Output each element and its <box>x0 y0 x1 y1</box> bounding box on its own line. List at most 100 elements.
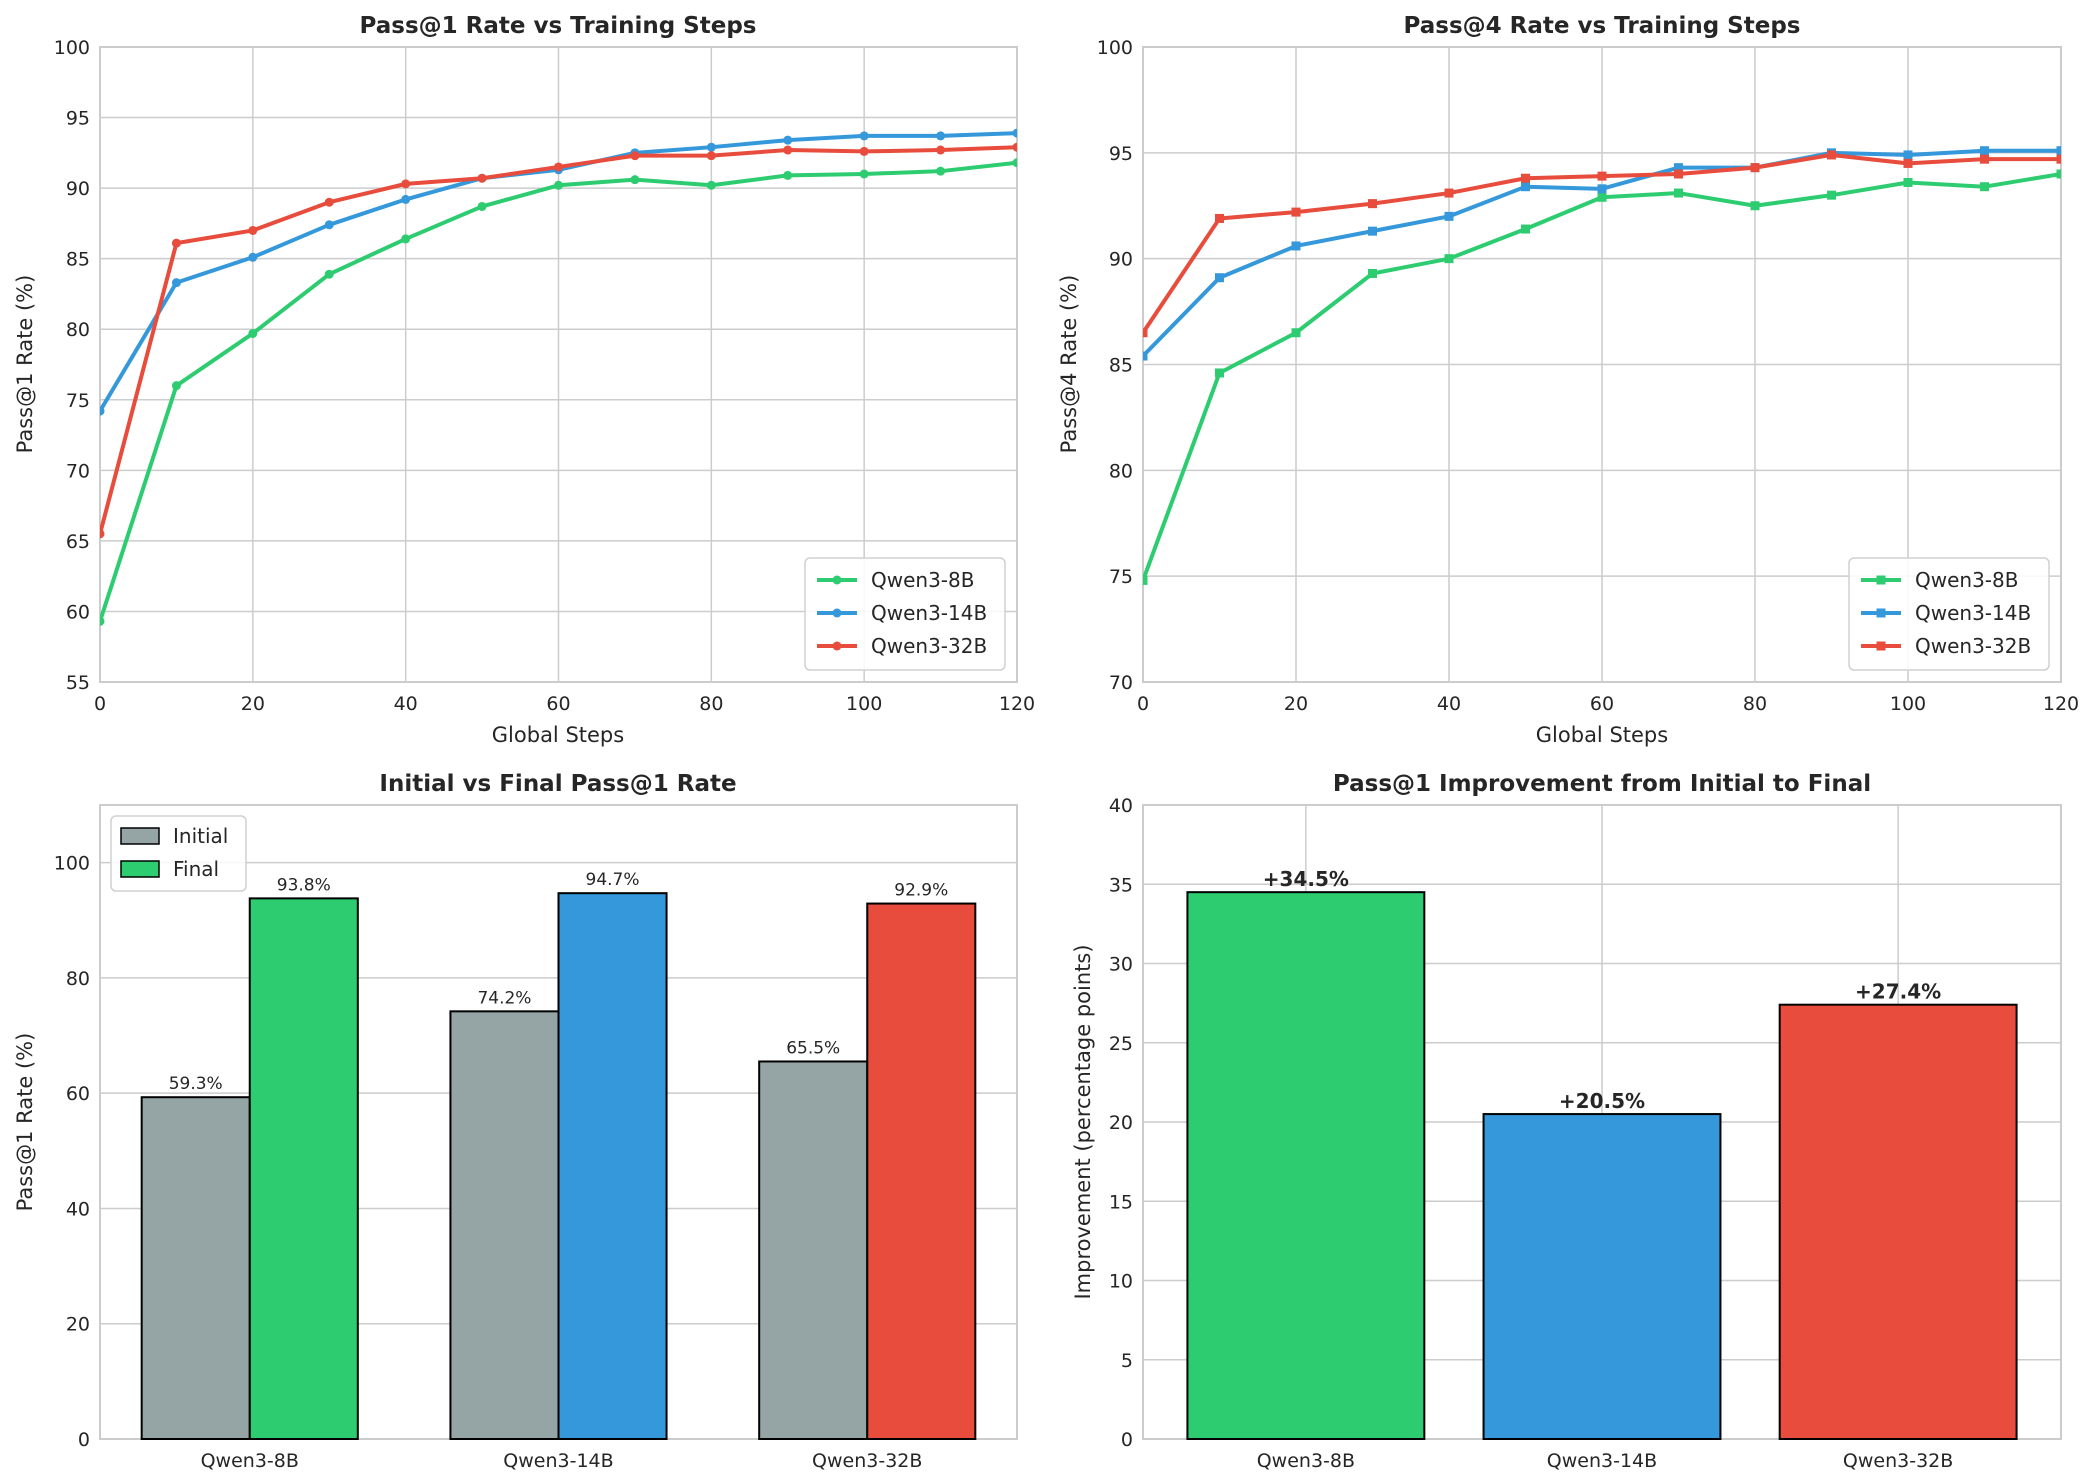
y-axis-label: Pass@1 Rate (%) <box>13 275 37 454</box>
x-tick-label: 0 <box>1137 693 1149 715</box>
x-tick-label: 20 <box>241 693 265 715</box>
y-tick-label: 35 <box>1109 874 1133 896</box>
x-tick-label: Qwen3-32B <box>812 1450 922 1472</box>
bar-value-label: 93.8% <box>277 875 331 895</box>
data-point <box>1143 351 1148 361</box>
data-point <box>1368 226 1377 236</box>
x-tick-label: 40 <box>394 693 418 715</box>
data-point <box>1903 177 1913 187</box>
data-point <box>1750 163 1760 173</box>
legend: Qwen3-8B Qwen3-14B Qwen3-32B <box>1848 557 2050 671</box>
x-tick-label: 60 <box>1590 693 1614 715</box>
x-tick-label: 80 <box>1743 693 1767 715</box>
y-tick-label: 90 <box>66 178 90 200</box>
y-tick-label: 0 <box>78 1429 90 1451</box>
y-tick-label: 100 <box>54 37 90 59</box>
series-layer <box>1143 146 2061 585</box>
y-axis-label: Pass@4 Rate (%) <box>1057 275 1081 454</box>
data-point <box>1215 368 1224 378</box>
data-point <box>2056 146 2061 156</box>
x-tick-label: 120 <box>2043 693 2079 715</box>
data-point <box>1674 188 1683 198</box>
y-tick-label: 70 <box>66 460 90 482</box>
y-tick-label: 85 <box>66 249 90 271</box>
data-point <box>401 234 411 244</box>
data-point <box>554 180 563 190</box>
bar-value-label: +20.5% <box>1559 1089 1645 1113</box>
bar-value-label: 59.3% <box>169 1074 223 1094</box>
data-point <box>324 269 334 279</box>
improvement-bar-chart: Pass@1 Improvement from Initial to Final… <box>1071 771 2062 1472</box>
data-point <box>1215 213 1224 223</box>
data-point <box>706 151 716 161</box>
data-point <box>706 142 716 152</box>
legend-label: Qwen3-32B <box>871 634 987 658</box>
data-point <box>859 169 869 179</box>
legend-swatch <box>120 827 160 845</box>
data-point <box>859 146 869 156</box>
x-tick-label: Qwen3-32B <box>1843 1450 1953 1472</box>
data-point <box>554 162 563 172</box>
data-point <box>1980 146 1989 156</box>
data-point <box>171 278 181 288</box>
legend-marker <box>832 575 842 585</box>
legend-label: Final <box>173 857 219 881</box>
data-point <box>1012 158 1017 168</box>
legend-marker <box>832 608 842 618</box>
initial-vs-final-bar-chart: Initial vs Final Pass@1 Rate Pass@1 Rate… <box>13 771 1018 1472</box>
data-point <box>1143 328 1148 338</box>
legend-label: Qwen3-8B <box>871 568 974 592</box>
y-tick-label: 5 <box>1121 1350 1133 1372</box>
data-point <box>100 529 105 539</box>
x-tick-label: 0 <box>94 693 106 715</box>
data-point <box>630 175 640 185</box>
data-point <box>1521 182 1530 192</box>
y-tick-label: 80 <box>1109 460 1133 482</box>
y-tick-label: 85 <box>1109 355 1133 377</box>
x-axis-label: Global Steps <box>492 723 624 747</box>
x-tick-label: 120 <box>999 693 1035 715</box>
legend-label: Qwen3-14B <box>871 601 987 625</box>
data-point <box>401 179 411 189</box>
series-layer <box>100 128 1017 626</box>
y-tick-label: 95 <box>66 108 90 130</box>
data-point <box>1597 192 1607 202</box>
data-point <box>1980 154 1989 164</box>
bar-initial <box>758 1060 869 1440</box>
y-tick-label: 60 <box>66 601 90 623</box>
bar-improvement <box>1482 1113 1722 1440</box>
data-point <box>324 197 334 207</box>
data-point <box>936 131 946 141</box>
bar-value-label: 94.7% <box>586 870 640 890</box>
x-tick-label: 40 <box>1437 693 1461 715</box>
legend-label: Qwen3-32B <box>1915 634 2031 658</box>
y-tick-label: 60 <box>66 1083 90 1105</box>
data-point <box>1215 273 1224 283</box>
data-point <box>1444 211 1454 221</box>
data-point <box>630 151 640 161</box>
y-tick-label: 40 <box>66 1198 90 1220</box>
y-tick-label: 0 <box>1121 1429 1133 1451</box>
x-tick-label: 100 <box>1890 693 1926 715</box>
legend-swatch <box>120 860 160 878</box>
data-point <box>1143 575 1148 585</box>
y-tick-label: 75 <box>66 390 90 412</box>
data-point <box>1521 173 1530 183</box>
data-point <box>783 170 793 180</box>
data-point <box>477 173 487 183</box>
bar-initial <box>140 1096 251 1440</box>
legend-marker <box>832 641 842 651</box>
bar-value-label: +34.5% <box>1263 867 1349 891</box>
chart-title: Pass@1 Improvement from Initial to Final <box>1333 771 1871 797</box>
y-tick-label: 80 <box>66 968 90 990</box>
legend-label: Qwen3-8B <box>1915 568 2018 592</box>
data-point <box>859 131 869 141</box>
legend: Initial Final <box>110 815 247 892</box>
data-point <box>1012 128 1017 138</box>
data-point <box>1368 199 1377 209</box>
y-tick-label: 30 <box>1109 954 1133 976</box>
bar-value-label: 65.5% <box>786 1038 840 1058</box>
y-tick-label: 20 <box>1109 1112 1133 1134</box>
bar-value-label: +27.4% <box>1855 980 1941 1004</box>
